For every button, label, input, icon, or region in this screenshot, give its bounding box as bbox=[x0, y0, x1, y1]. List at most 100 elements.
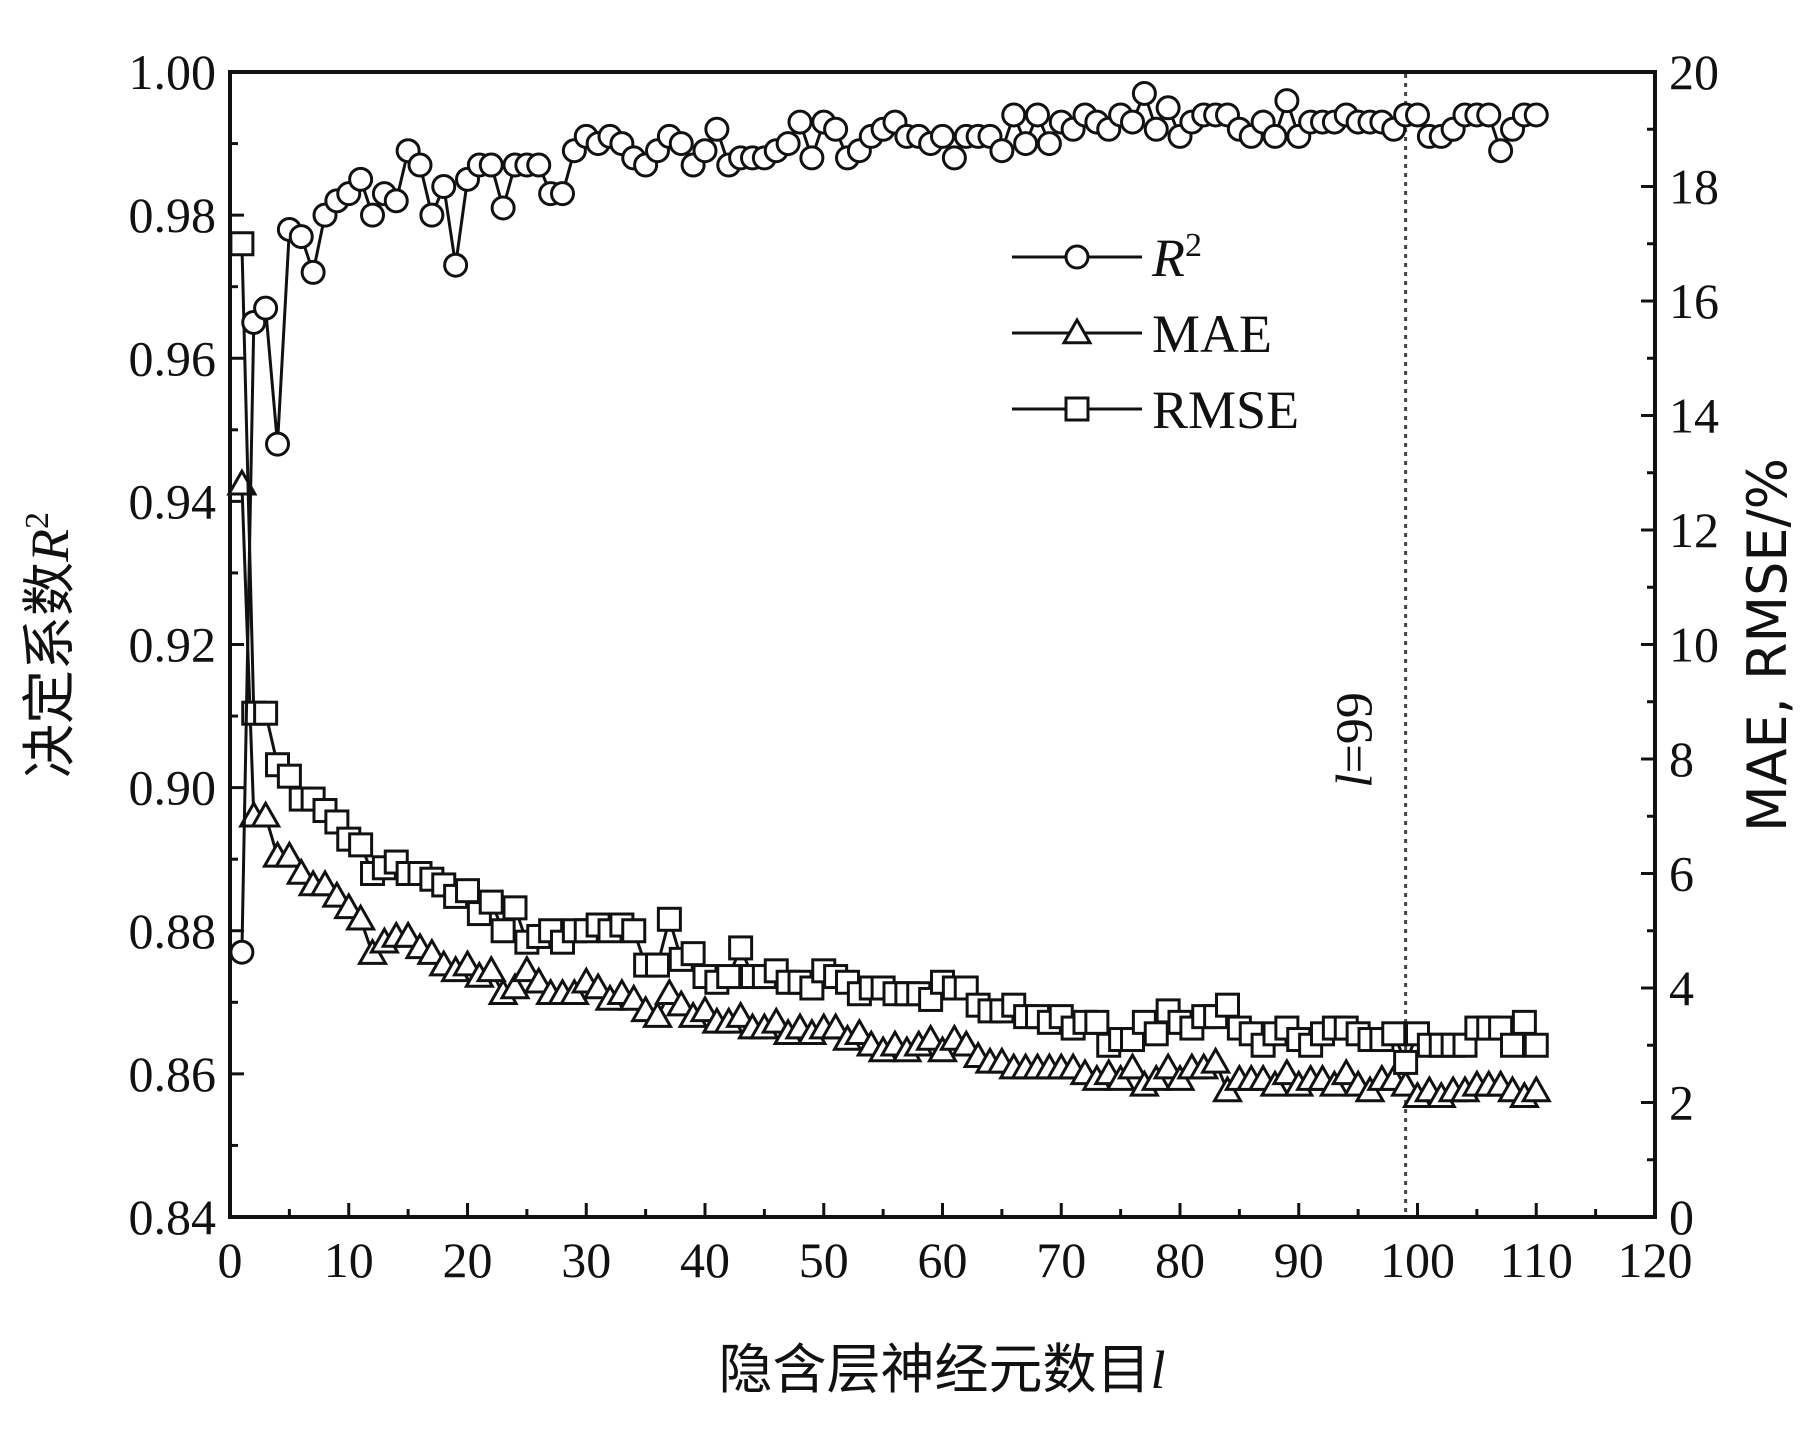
series-r2-point bbox=[692, 138, 718, 164]
annotation-layer: l=99 bbox=[1327, 74, 1408, 1215]
series-r2-point bbox=[668, 131, 694, 157]
y-tick-label: 0.94 bbox=[129, 473, 217, 529]
series-rmse-point bbox=[1215, 992, 1240, 1018]
x-tick-label: 10 bbox=[324, 1232, 374, 1288]
series-r2-point bbox=[1274, 88, 1300, 114]
x-tick-label: 90 bbox=[1274, 1232, 1324, 1288]
series-mae-point bbox=[1200, 1046, 1232, 1074]
y2-tick-label: 10 bbox=[1669, 617, 1719, 673]
series-mae-point bbox=[665, 989, 697, 1017]
series-rmse-point bbox=[490, 918, 516, 944]
series-r2-point bbox=[1025, 102, 1050, 128]
series-rmse-point bbox=[716, 964, 742, 990]
series-mae-point bbox=[653, 977, 685, 1005]
series-mae-point bbox=[499, 971, 531, 1000]
y-axis-right: 0 2 4 6 8 10 12 14 16 18 20 bbox=[1641, 44, 1719, 1245]
y2-tick-label: 12 bbox=[1669, 502, 1719, 558]
x-axis-title: 隐含层神经元数目l bbox=[718, 1338, 1165, 1401]
series-r2-point bbox=[490, 195, 516, 221]
series-mae-point bbox=[1520, 1075, 1552, 1103]
series-r2-point bbox=[265, 431, 290, 457]
series-rmse-point bbox=[680, 941, 706, 967]
y-axis-right-title: MAE, RMSE/% bbox=[1736, 458, 1799, 832]
series-rmse-point bbox=[253, 700, 279, 726]
series-r2-point bbox=[407, 152, 433, 178]
y-tick-label: 1.00 bbox=[129, 44, 217, 100]
x-axis-title-var: l bbox=[1150, 1340, 1165, 1400]
series-mae-point bbox=[523, 966, 555, 994]
x-tick-label: 110 bbox=[1500, 1232, 1573, 1288]
series-rmse-point bbox=[478, 889, 504, 915]
x-tick-label: 50 bbox=[799, 1232, 849, 1288]
series-r2-point bbox=[1013, 131, 1039, 157]
series-r2-point bbox=[526, 152, 552, 178]
series-rmse-line bbox=[240, 243, 1538, 1067]
series-mae-point bbox=[843, 1017, 875, 1046]
series-r2-point bbox=[431, 174, 457, 199]
series-rmse-point bbox=[728, 935, 754, 961]
series-mae-point bbox=[475, 954, 507, 983]
series-r2-point bbox=[419, 202, 445, 228]
y2-tick-label: 8 bbox=[1669, 731, 1694, 787]
series-r2-point bbox=[348, 166, 374, 192]
series-r2-point bbox=[1131, 80, 1157, 106]
series-r2-point bbox=[989, 138, 1015, 164]
series-r2-point bbox=[360, 202, 385, 228]
series-r2-point bbox=[941, 145, 967, 171]
legend-label-sup: 2 bbox=[1185, 227, 1202, 264]
series-mae-point bbox=[582, 971, 614, 1000]
legend-item: R2 bbox=[1012, 227, 1202, 288]
series-r2-point bbox=[799, 145, 825, 171]
series-mae-point bbox=[345, 903, 377, 931]
y2-tick-label: 0 bbox=[1669, 1189, 1694, 1245]
series-r2-point bbox=[1476, 102, 1502, 128]
series-mae-point bbox=[451, 949, 484, 977]
series-mae-point bbox=[1330, 1057, 1362, 1086]
y2-tick-label: 2 bbox=[1669, 1075, 1694, 1131]
x-tick-label: 100 bbox=[1380, 1232, 1455, 1288]
series-rmse-point bbox=[229, 231, 255, 257]
series-mae-point bbox=[1152, 1052, 1184, 1080]
series-rmse-point bbox=[1511, 1009, 1537, 1035]
series-r2-point bbox=[383, 188, 409, 214]
series-rmse-point bbox=[276, 763, 302, 789]
series-r2-point bbox=[1120, 109, 1145, 135]
series-r2-point bbox=[300, 259, 326, 285]
legend-label: RMSE bbox=[1152, 380, 1299, 440]
series-r2-point bbox=[550, 181, 575, 207]
series-mae-point bbox=[689, 994, 721, 1023]
x-tick-label: 0 bbox=[218, 1232, 243, 1288]
series-mae-point bbox=[641, 1000, 674, 1028]
y-tick-label: 0.90 bbox=[129, 760, 217, 816]
series-rmse-point bbox=[1523, 1032, 1549, 1058]
series-mae-point bbox=[760, 1006, 792, 1034]
series-rmse-point bbox=[1393, 1049, 1419, 1075]
series-r2-point bbox=[823, 116, 849, 142]
y2-tick-label: 20 bbox=[1669, 44, 1719, 100]
series-r2-point bbox=[930, 123, 955, 149]
x-tick-label: 30 bbox=[561, 1232, 611, 1288]
series-r2-point bbox=[775, 131, 801, 157]
series-r2-point bbox=[229, 939, 255, 965]
series-rmse bbox=[229, 231, 1549, 1075]
y2-tick-label: 4 bbox=[1669, 960, 1694, 1016]
legend-label: MAE bbox=[1152, 304, 1272, 364]
y-tick-label: 0.98 bbox=[129, 187, 217, 243]
y2-tick-label: 16 bbox=[1669, 273, 1719, 329]
series-mae-point bbox=[725, 1000, 757, 1028]
series-r2-point bbox=[1155, 95, 1181, 121]
y2-tick-label: 6 bbox=[1669, 846, 1694, 902]
series-r2 bbox=[229, 80, 1549, 965]
y-axis-left-title: 决定系数R2 bbox=[18, 512, 81, 778]
y-tick-label: 0.92 bbox=[129, 617, 217, 673]
legend: R2 MAE RMSE bbox=[1012, 227, 1299, 440]
series-rmse-point bbox=[455, 878, 480, 904]
y-tick-label: 0.88 bbox=[129, 903, 217, 959]
series-mae bbox=[226, 468, 1552, 1109]
legend-item: MAE bbox=[1012, 304, 1272, 364]
series-rmse-point bbox=[621, 918, 647, 944]
series-layer bbox=[226, 80, 1552, 1109]
x-tick-label: 60 bbox=[918, 1232, 968, 1288]
series-r2-point bbox=[1262, 123, 1288, 149]
y-tick-label: 0.96 bbox=[129, 330, 217, 386]
